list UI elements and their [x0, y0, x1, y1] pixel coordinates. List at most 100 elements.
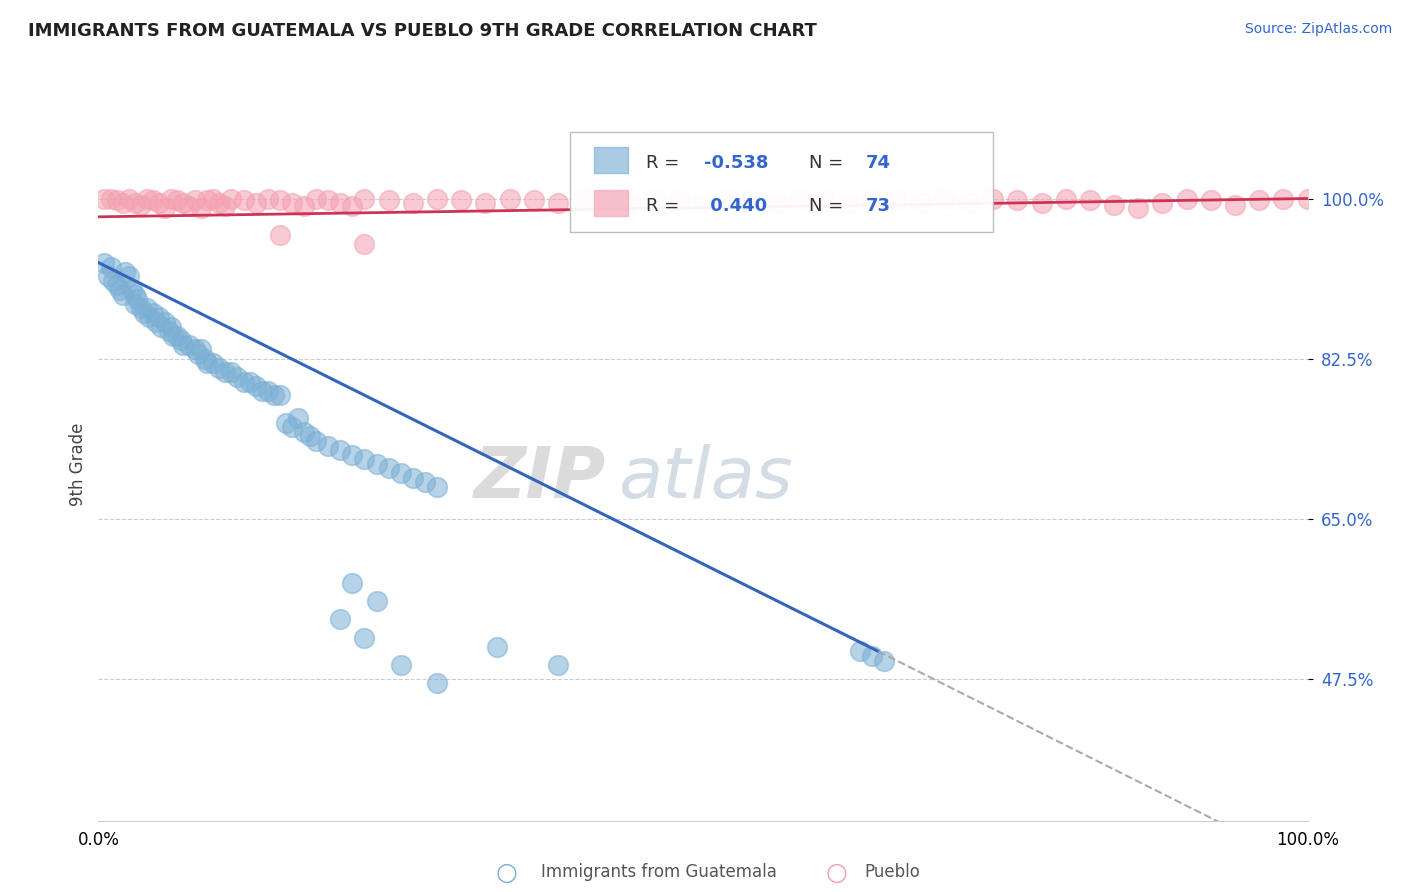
- Text: R =: R =: [647, 153, 685, 171]
- Point: [184, 343, 207, 357]
- Point: [190, 201, 212, 215]
- Text: atlas: atlas: [619, 443, 793, 513]
- Point: [426, 676, 449, 690]
- Point: [1128, 201, 1150, 215]
- Point: [153, 315, 176, 329]
- Point: [316, 438, 339, 452]
- Text: Immigrants from Guatemala: Immigrants from Guatemala: [541, 863, 778, 881]
- Point: [208, 196, 231, 211]
- Point: [450, 194, 472, 208]
- Point: [389, 466, 412, 480]
- Point: [813, 194, 835, 208]
- Point: [150, 319, 173, 334]
- Point: [194, 351, 217, 366]
- Point: [214, 199, 236, 213]
- Point: [239, 375, 262, 389]
- Point: [342, 448, 364, 462]
- Text: ○: ○: [825, 861, 848, 884]
- Point: [256, 192, 278, 206]
- Point: [305, 434, 328, 448]
- Point: [232, 194, 254, 208]
- Point: [1054, 192, 1077, 206]
- Point: [142, 194, 165, 208]
- Point: [129, 301, 152, 316]
- Point: [692, 196, 714, 211]
- Point: [177, 199, 201, 213]
- Point: [121, 283, 143, 297]
- Point: [474, 196, 496, 211]
- Point: [195, 194, 218, 208]
- Point: [298, 429, 321, 443]
- Point: [1249, 194, 1271, 208]
- Point: [316, 194, 339, 208]
- Point: [105, 278, 128, 293]
- Point: [124, 297, 146, 311]
- Point: [100, 260, 122, 274]
- Point: [245, 196, 267, 211]
- Point: [389, 658, 412, 673]
- Point: [329, 196, 352, 211]
- Point: [166, 194, 188, 208]
- Point: [177, 338, 201, 352]
- Point: [292, 425, 315, 439]
- Point: [547, 196, 569, 211]
- Point: [426, 192, 449, 206]
- Point: [957, 196, 980, 211]
- Point: [157, 324, 180, 338]
- Point: [269, 228, 291, 243]
- Point: [172, 196, 194, 211]
- Point: [153, 201, 176, 215]
- Point: [413, 475, 436, 490]
- Point: [148, 196, 170, 211]
- Point: [377, 194, 399, 208]
- Point: [93, 255, 115, 269]
- Point: [93, 192, 115, 206]
- Point: [127, 292, 149, 306]
- Point: [160, 192, 183, 206]
- Point: [135, 301, 157, 316]
- Point: [377, 461, 399, 475]
- Point: [789, 192, 811, 206]
- Point: [202, 192, 225, 206]
- Point: [342, 199, 364, 213]
- Point: [1031, 196, 1053, 211]
- Point: [849, 644, 872, 658]
- Point: [187, 347, 209, 361]
- Point: [97, 269, 120, 284]
- Text: ZIP: ZIP: [474, 443, 606, 513]
- Point: [208, 360, 231, 375]
- Point: [860, 648, 883, 663]
- Point: [1007, 194, 1029, 208]
- Point: [274, 416, 297, 430]
- Point: [256, 384, 278, 398]
- Point: [353, 631, 375, 645]
- Point: [166, 328, 188, 343]
- Text: N =: N =: [810, 153, 849, 171]
- Point: [221, 192, 243, 206]
- Point: [1078, 194, 1101, 208]
- Point: [172, 338, 194, 352]
- Point: [138, 310, 160, 325]
- Point: [190, 343, 212, 357]
- Point: [305, 192, 328, 206]
- Point: [281, 196, 304, 211]
- Text: Source: ZipAtlas.com: Source: ZipAtlas.com: [1244, 22, 1392, 37]
- Point: [595, 194, 617, 208]
- Point: [226, 370, 249, 384]
- Point: [202, 356, 225, 370]
- Point: [124, 287, 146, 301]
- Point: [523, 194, 546, 208]
- Point: [105, 194, 128, 208]
- Point: [169, 334, 191, 348]
- Point: [145, 315, 167, 329]
- Point: [195, 356, 218, 370]
- Point: [1223, 198, 1246, 212]
- FancyBboxPatch shape: [569, 132, 993, 232]
- Point: [232, 375, 254, 389]
- Point: [108, 283, 131, 297]
- Point: [101, 274, 124, 288]
- Point: [426, 480, 449, 494]
- Point: [644, 192, 666, 206]
- Point: [366, 457, 388, 471]
- Text: R =: R =: [647, 196, 685, 214]
